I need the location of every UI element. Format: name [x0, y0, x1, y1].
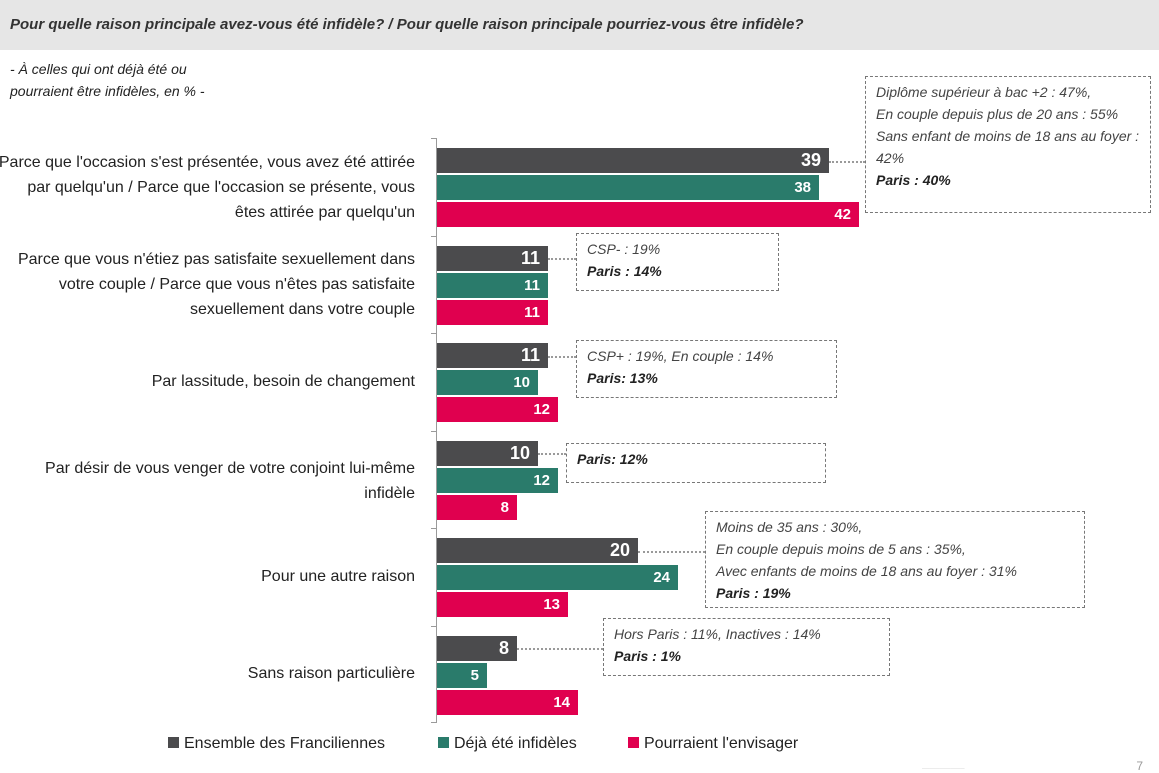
- bar-value-label: 10: [509, 442, 530, 463]
- annotation-line: Moins de 35 ans : 30%,: [716, 519, 863, 535]
- category-label: Par lassitude, besoin de changement: [151, 373, 415, 390]
- bar-value-label: 8: [498, 637, 509, 658]
- bar: 42: [437, 202, 859, 227]
- axis-tick: [431, 138, 437, 139]
- bar: 12: [437, 467, 558, 493]
- bar: 24: [437, 565, 678, 590]
- annotation-line: CSP- : 19%: [587, 241, 661, 257]
- axis-tick: [431, 722, 437, 723]
- bar-value-label: 10: [513, 374, 530, 391]
- page-title: Pour quelle raison principale avez-vous …: [10, 16, 804, 33]
- bar-value-label: 11: [524, 303, 540, 321]
- axis-tick: [431, 626, 437, 627]
- bar: 5: [437, 662, 487, 688]
- bar-value-label: 24: [653, 569, 670, 586]
- category-label: Par désir de vous venger de votre conjoi…: [45, 460, 415, 502]
- annotation-box: Diplôme supérieur à bac +2 : 47%, En coup…: [865, 76, 1151, 213]
- bar-value-label: 20: [609, 540, 630, 560]
- bar-value-label: 8: [500, 498, 509, 516]
- bar: 39: [437, 148, 829, 173]
- bar-value-label: 11: [524, 276, 540, 294]
- annotation-connector: [538, 453, 566, 455]
- annotation-connector: [638, 550, 705, 553]
- bar: 11: [437, 299, 548, 325]
- annotation-line: En couple depuis plus de 20 ans : 55%: [876, 106, 1119, 122]
- legend-item: Pourraient l'envisager: [628, 734, 798, 754]
- bar: 11: [437, 272, 548, 298]
- annotation-box: CSP+ : 19%, En couple : 14% Paris: 13%: [576, 340, 837, 398]
- annotation-box: CSP- : 19% Paris : 14%: [576, 233, 779, 291]
- category-label: Pour une autre raison: [261, 568, 415, 585]
- legend-label: Pourraient l'envisager: [644, 735, 799, 752]
- bar: 11: [437, 245, 548, 271]
- page-number: 7: [1136, 759, 1143, 773]
- annotation-connector: [548, 258, 576, 260]
- annotation-line: Avec enfants de moins de 18 ans au foyer…: [716, 563, 1017, 579]
- annotation-line: En couple depuis moins de 5 ans : 35%,: [716, 541, 966, 557]
- bar-value-label: 5: [470, 666, 479, 684]
- legend-label: Ensemble des Franciliennes: [184, 735, 385, 752]
- annotation-box: Hors Paris : 11%, Inactives : 14% Paris :…: [603, 618, 890, 676]
- bar: 38: [437, 175, 819, 200]
- category-axis: [436, 138, 437, 722]
- bar: 12: [437, 397, 558, 422]
- header-band: Pour quelle raison principale avez-vous …: [0, 0, 1159, 50]
- annotation-connector: [517, 648, 603, 650]
- annotation-line: Hors Paris : 11%, Inactives : 14%: [614, 626, 821, 642]
- bar: 20: [437, 538, 638, 563]
- annotation-line: Paris: 13%: [587, 370, 658, 386]
- annotation-connector: [548, 355, 576, 358]
- annotation-box: Moins de 35 ans : 30%, En couple depuis m…: [705, 511, 1085, 608]
- bar: 10: [437, 440, 538, 466]
- legend-swatch: [438, 737, 449, 748]
- chart-subtitle: - À celles qui ont déjà été ou pourraien…: [10, 58, 270, 102]
- bar: 10: [437, 370, 538, 395]
- category-label: Parce que vous n'étiez pas satisfaite se…: [17, 251, 415, 318]
- annotation-line: Sans enfant de moins de 18 ans au foyer …: [876, 128, 1140, 166]
- bar-value-label: 13: [543, 596, 560, 613]
- bar-value-label: 42: [834, 206, 851, 223]
- subtitle-line: pourraient être infidèles, en % -: [10, 83, 205, 99]
- annotation-line: Diplôme supérieur à bac +2 : 47%,: [876, 84, 1092, 100]
- footer-note: ────────────: [922, 766, 965, 772]
- legend-label: Déjà été infidèles: [454, 735, 577, 752]
- legend-swatch: [628, 737, 639, 748]
- legend-item: Ensemble des Franciliennes: [168, 734, 385, 754]
- category-label: Sans raison particulière: [247, 665, 415, 682]
- subtitle-line: - À celles qui ont déjà été ou: [10, 61, 187, 77]
- bar: 8: [437, 635, 517, 661]
- axis-tick: [431, 431, 437, 432]
- legend-item: Déjà été infidèles: [438, 734, 577, 754]
- bar-value-label: 14: [553, 693, 570, 711]
- bar-value-label: 12: [533, 471, 550, 489]
- bar: 11: [437, 343, 548, 368]
- annotation-line: CSP+ : 19%, En couple : 14%: [587, 348, 774, 364]
- bar: 14: [437, 689, 578, 715]
- annotation-box: Paris: 12%: [566, 443, 826, 483]
- annotation-line: Paris: 12%: [577, 451, 648, 467]
- annotation-line: Paris : 19%: [716, 585, 791, 601]
- bar-value-label: 38: [794, 179, 811, 196]
- annotation-line: Paris : 1%: [614, 648, 681, 664]
- annotation-line: Paris : 40%: [876, 172, 951, 188]
- category-label: Parce que l'occasion s'est présentée, vo…: [0, 154, 415, 221]
- bar-value-label: 39: [800, 150, 821, 170]
- bar-value-label: 11: [520, 345, 540, 365]
- axis-tick: [431, 236, 437, 237]
- legend-swatch: [168, 737, 179, 748]
- bar-value-label: 12: [533, 401, 550, 418]
- annotation-line: Paris : 14%: [587, 263, 662, 279]
- axis-tick: [431, 333, 437, 334]
- axis-tick: [431, 528, 437, 529]
- annotation-connector: [829, 160, 865, 163]
- bar: 8: [437, 494, 517, 520]
- bar-value-label: 11: [520, 247, 540, 268]
- bar: 13: [437, 592, 568, 617]
